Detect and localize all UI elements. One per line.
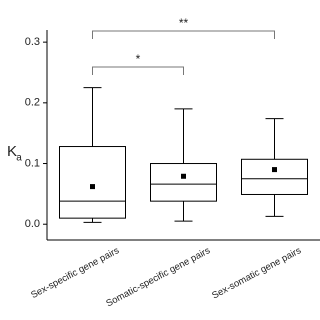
mean-marker (90, 184, 95, 190)
y-tick-label: 0.1 (25, 157, 40, 169)
y-tick-label: 0.3 (25, 36, 40, 48)
box (241, 158, 308, 195)
y-axis-label: K (7, 143, 17, 160)
mean-marker (181, 173, 186, 179)
box (150, 163, 217, 202)
significance-label: * (136, 52, 141, 66)
significance-label: ** (179, 16, 189, 30)
mean-marker (272, 167, 277, 173)
x-tick-label: Sex-specific gene pairs (29, 245, 121, 301)
significance-bracket (92, 30, 275, 39)
x-tick-label: Sex-somatic gene pairs (210, 245, 303, 301)
y-axis-label-sub: a (16, 153, 22, 164)
y-tick-label: 0.2 (25, 97, 40, 109)
box (59, 146, 126, 219)
y-tick-label: 0.0 (25, 218, 40, 230)
significance-bracket (92, 66, 184, 75)
